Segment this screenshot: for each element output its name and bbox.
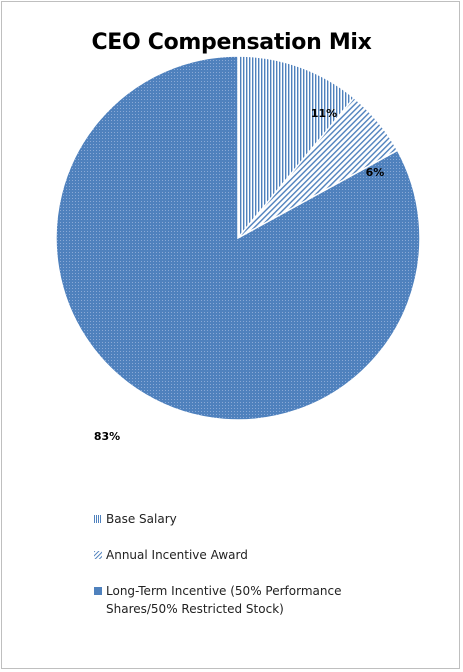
legend-item-base-salary: Base Salary <box>94 510 414 528</box>
legend-swatch-solid-icon <box>94 587 102 595</box>
chart-legend: Base Salary Annual Incentive Award Long-… <box>94 510 414 636</box>
chart-title: CEO Compensation Mix <box>91 30 372 55</box>
data-label-2: 6% <box>366 166 385 179</box>
legend-label: Long-Term Incentive (50% Performance Sha… <box>106 584 342 616</box>
legend-swatch-vertical-icon <box>94 515 102 523</box>
legend-label: Annual Incentive Award <box>106 548 248 562</box>
data-label-3: 83% <box>94 430 120 443</box>
legend-item-annual-incentive: Annual Incentive Award <box>94 546 414 564</box>
pie-slice-3 <box>55 55 421 421</box>
legend-swatch-diagonal-icon <box>94 551 102 559</box>
legend-label: Base Salary <box>106 512 177 526</box>
pie-slice-1 <box>237 55 356 241</box>
legend-item-long-term-incentive: Long-Term Incentive (50% Performance Sha… <box>94 582 414 618</box>
data-label-1: 11% <box>311 107 337 120</box>
